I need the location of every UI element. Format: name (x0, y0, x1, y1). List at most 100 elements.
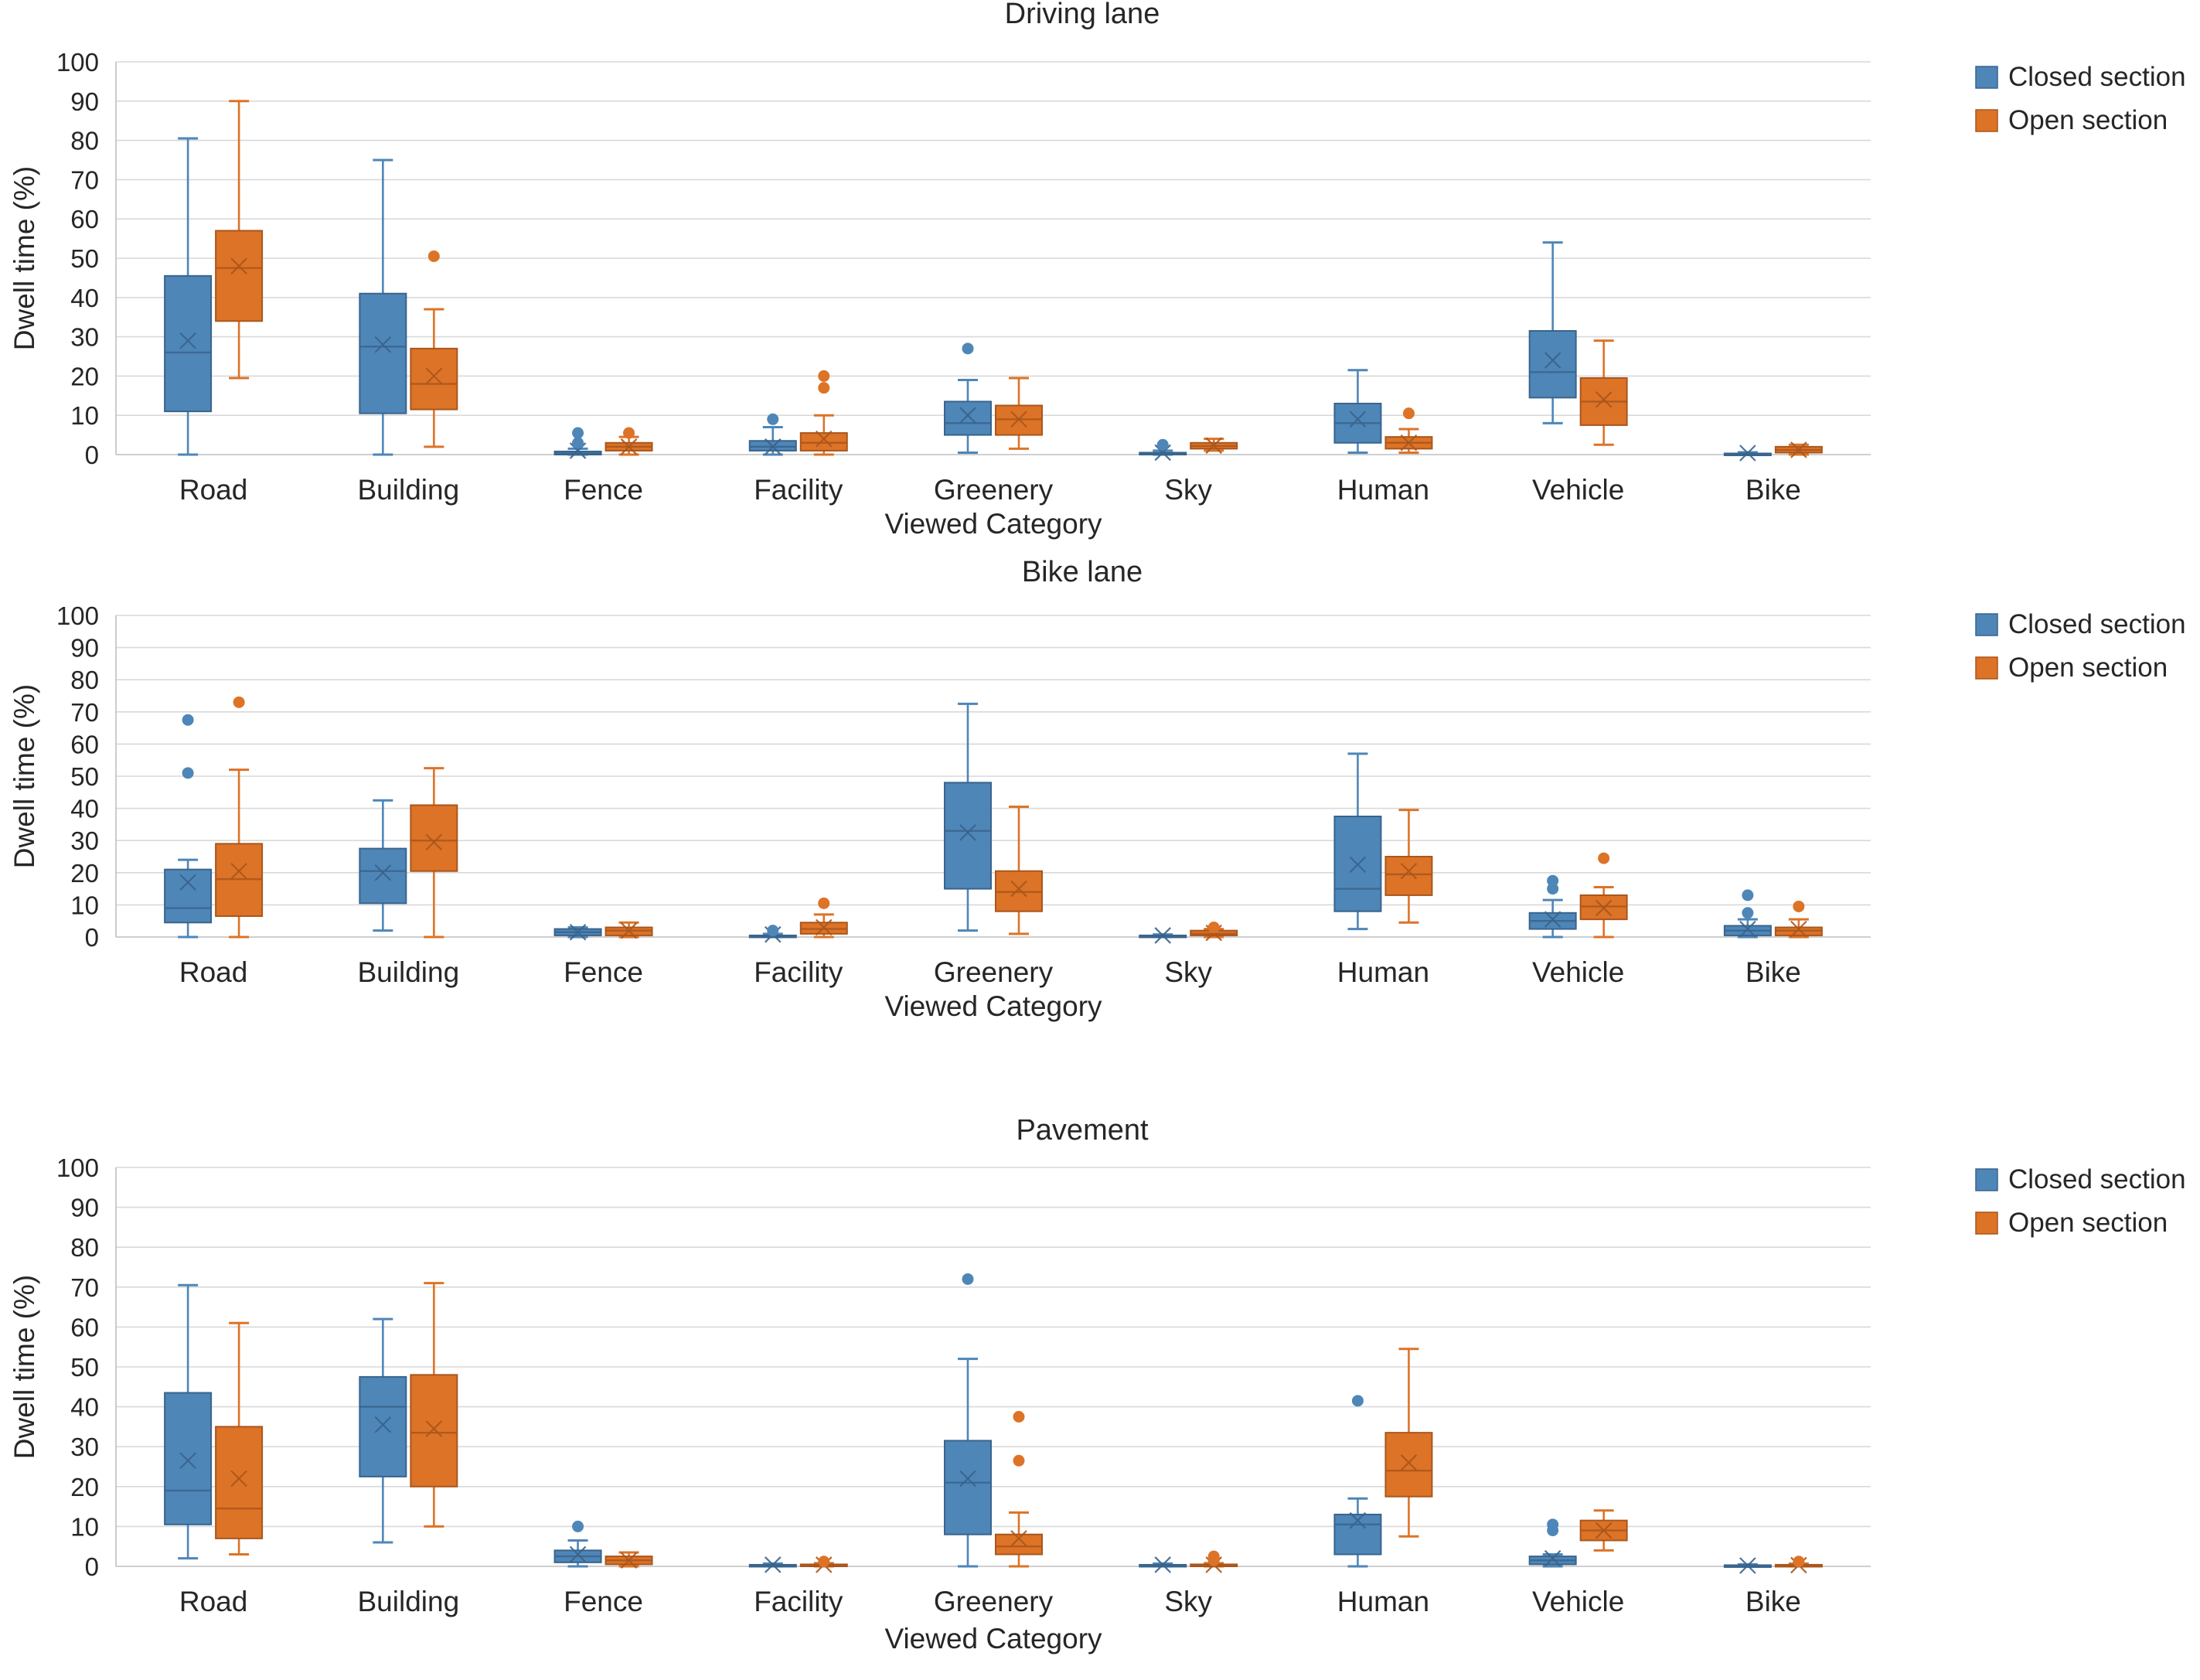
mean-marker (569, 1545, 587, 1563)
box-closed-greenery (944, 1273, 992, 1568)
box-open-bike (1774, 1556, 1823, 1574)
mean-marker (959, 1470, 976, 1487)
iqr-box (410, 1374, 458, 1487)
legend-label: Closed section (2008, 1164, 2186, 1194)
box-closed-sky (1139, 1556, 1187, 1573)
box-closed-fence (553, 427, 602, 459)
outlier-point (1013, 1454, 1025, 1467)
iqr-box (215, 230, 264, 322)
box-closed-building (359, 1317, 407, 1544)
mean-marker (1739, 445, 1756, 462)
box-closed-building (359, 799, 407, 932)
box-open-vehicle (1579, 1509, 1628, 1552)
category-label: Building (358, 474, 460, 506)
category-label: Bike (1745, 474, 1801, 506)
outlier-point (818, 370, 830, 382)
iqr-box (359, 1375, 407, 1477)
category-label: Greenery (934, 956, 1054, 988)
y-tick-label: 20 (70, 362, 99, 390)
legend-label: Open section (2008, 653, 2168, 683)
y-tick-label: 0 (85, 441, 99, 469)
y-tick-label: 90 (70, 634, 99, 663)
outlier-point (1742, 889, 1754, 901)
mean-marker (1544, 1549, 1561, 1567)
mean-marker (569, 442, 587, 459)
legend-swatch-0 (1975, 613, 1998, 636)
y-tick-label: 0 (85, 923, 99, 952)
mean-marker (1349, 411, 1367, 428)
category-label: Vehicle (1532, 1586, 1624, 1617)
mean-marker (1154, 927, 1171, 944)
mean-marker (1400, 862, 1418, 880)
mean-marker (374, 864, 392, 881)
mean-marker (1349, 856, 1367, 874)
mean-marker (1154, 1556, 1171, 1573)
mean-marker (620, 922, 638, 939)
category-label: Fence (564, 956, 643, 988)
outlier-point (182, 767, 194, 779)
y-tick-label: 80 (70, 1233, 99, 1262)
box-closed-vehicle (1528, 874, 1577, 939)
category-label: Vehicle (1532, 474, 1624, 506)
mean-marker (230, 257, 247, 274)
box-closed-greenery (944, 342, 992, 454)
box-open-human (1384, 809, 1433, 924)
iqr-box (410, 347, 458, 411)
iqr-box (1384, 856, 1433, 896)
x-axis-title: Viewed Category (884, 1623, 1102, 1654)
mean-marker (374, 336, 392, 353)
box-open-greenery (995, 1411, 1043, 1568)
iqr-box (359, 847, 407, 905)
box-closed-sky (1139, 438, 1187, 462)
mean-marker (179, 1452, 196, 1470)
y-tick-label: 100 (56, 48, 99, 77)
box-closed-road (164, 137, 213, 456)
box-open-facility (799, 1556, 848, 1573)
outlier-point (233, 696, 245, 708)
outlier-point (1402, 407, 1415, 420)
iqr-box (164, 1392, 213, 1525)
y-axis-title: Dwell time (%) (9, 684, 40, 868)
box-closed-fence (553, 1520, 602, 1568)
mean-marker (1010, 411, 1027, 428)
box-closed-facility (748, 925, 797, 943)
category-label: Bike (1745, 956, 1801, 988)
iqr-box (944, 1440, 992, 1535)
mean-marker (816, 430, 833, 448)
x-axis-title: Viewed Category (884, 990, 1102, 1022)
y-tick-label: 80 (70, 127, 99, 155)
box-open-greenery (995, 806, 1043, 935)
mean-marker (230, 862, 247, 880)
category-label: Building (358, 1586, 460, 1617)
outlier-point (623, 427, 635, 439)
outlier-point (1207, 1550, 1220, 1562)
iqr-box (410, 804, 458, 872)
mean-marker (764, 1556, 782, 1573)
category-label: Sky (1164, 956, 1212, 988)
outlier-point (1793, 1556, 1805, 1568)
legend-label: Open section (2008, 105, 2168, 135)
box-open-sky (1190, 922, 1238, 942)
category-label: Human (1337, 1586, 1429, 1617)
outlier-point (767, 413, 779, 425)
category-label: Greenery (934, 474, 1054, 506)
iqr-box (164, 274, 213, 413)
box-closed-vehicle (1528, 241, 1577, 424)
y-tick-label: 10 (70, 1512, 99, 1541)
legend-label: Open section (2008, 1208, 2168, 1238)
category-label: Greenery (934, 1586, 1054, 1617)
mean-marker (230, 1470, 247, 1487)
mean-marker (425, 833, 443, 851)
chart-title: Pavement (1016, 1119, 1149, 1147)
y-tick-label: 100 (56, 601, 99, 630)
mean-marker (1790, 441, 1807, 458)
mean-marker (179, 874, 196, 891)
mean-marker (1349, 1511, 1367, 1529)
outlier-point (1156, 438, 1169, 451)
category-label: Road (179, 474, 247, 506)
category-label: Road (179, 1586, 247, 1617)
mean-marker (1010, 1530, 1027, 1547)
outlier-point (1547, 1518, 1559, 1531)
iqr-box (1384, 1432, 1433, 1498)
mean-marker (1205, 437, 1222, 455)
